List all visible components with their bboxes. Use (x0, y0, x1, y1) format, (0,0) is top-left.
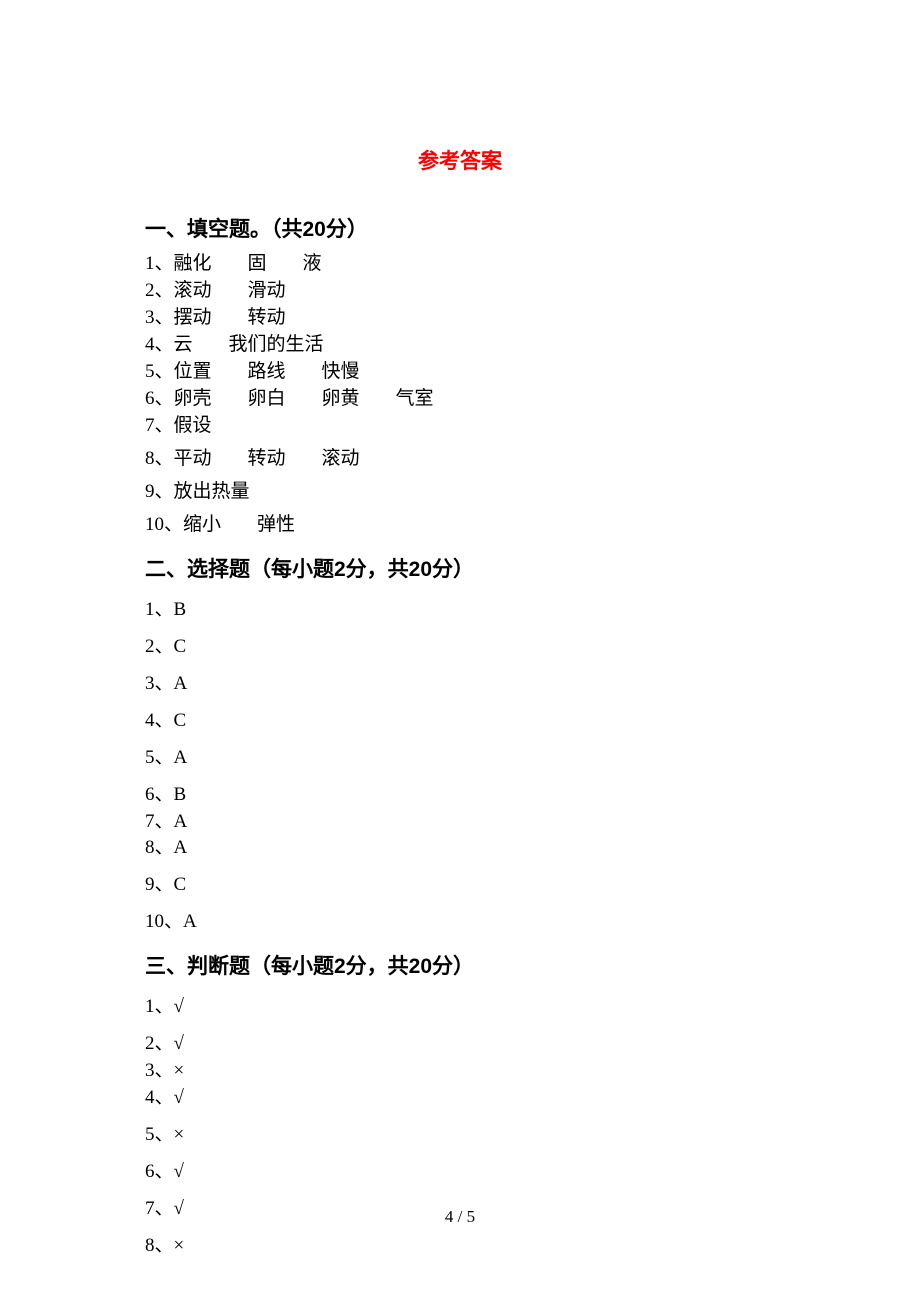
judge-answer-row: 5、× (145, 1122, 775, 1149)
fill-answer-row: 2、滚动滑动 (145, 278, 775, 305)
fill-answer-row: 6、卵壳卵白卵黄气室 (145, 386, 775, 413)
fill-answer-row: 9、放出热量 (145, 479, 775, 506)
page-number: 4 / 5 (0, 1207, 920, 1227)
section-fill-body: 1、融化固液2、滚动滑动3、摆动转动4、云我们的生活5、位置路线快慢6、卵壳卵白… (145, 251, 775, 539)
choice-answer-row: 5、A (145, 745, 775, 772)
choice-answer-row: 2、C (145, 634, 775, 661)
judge-answer-row: 3、× (145, 1058, 775, 1085)
choice-answer-row: 4、C (145, 708, 775, 735)
judge-answer-row: 6、√ (145, 1159, 775, 1186)
fill-answer-row: 5、位置路线快慢 (145, 359, 775, 386)
choice-answer-row: 10、A (145, 909, 775, 936)
judge-answer-row: 2、√ (145, 1031, 775, 1058)
choice-answer-row: 8、A (145, 835, 775, 862)
judge-answer-row: 1、√ (145, 994, 775, 1021)
choice-answer-row: 6、B (145, 782, 775, 809)
page-content: 参考答案 一、填空题。（共20分） 1、融化固液2、滚动滑动3、摆动转动4、云我… (0, 0, 920, 1260)
choice-answer-row: 1、B (145, 597, 775, 624)
fill-answer-row: 7、假设 (145, 413, 775, 440)
section-choice-body: 1、B 2、C 3、A 4、C 5、A 6、B7、A8、A 9、C 10、A (145, 597, 775, 937)
section-choice-header: 二、选择题（每小题2分，共20分） (145, 553, 775, 583)
fill-answer-row: 1、融化固液 (145, 251, 775, 278)
section-judge-header: 三、判断题（每小题2分，共20分） (145, 950, 775, 980)
judge-answer-row: 8、× (145, 1233, 775, 1260)
fill-answer-row: 10、缩小弹性 (145, 512, 775, 539)
fill-answer-row: 4、云我们的生活 (145, 332, 775, 359)
fill-answer-row: 3、摆动转动 (145, 305, 775, 332)
answer-key-title: 参考答案 (145, 145, 775, 175)
choice-answer-row: 9、C (145, 872, 775, 899)
judge-answer-row: 4、√ (145, 1085, 775, 1112)
choice-answer-row: 7、A (145, 809, 775, 836)
choice-answer-row: 3、A (145, 671, 775, 698)
fill-answer-row: 8、平动转动滚动 (145, 446, 775, 473)
section-fill-header: 一、填空题。（共20分） (145, 213, 775, 243)
